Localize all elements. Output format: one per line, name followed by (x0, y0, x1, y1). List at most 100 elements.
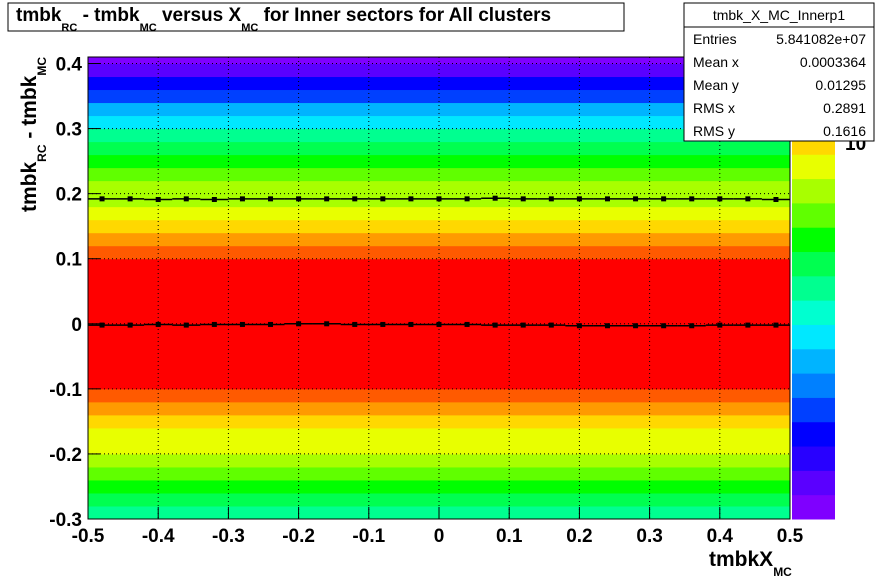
marker (296, 321, 302, 327)
marker (604, 196, 610, 202)
heatmap-cell (88, 115, 790, 130)
stats-value: 0.0003364 (800, 54, 866, 70)
x-tick-label: -0.2 (282, 526, 315, 547)
heatmap-cell (88, 453, 790, 468)
marker (717, 196, 723, 202)
heatmap-cell (88, 492, 790, 507)
marker (548, 322, 554, 328)
x-tick-label: 0.2 (566, 526, 592, 547)
chart-title: tmbkRC - tmbkMC versus XMC for Inner sec… (16, 5, 551, 34)
marker (324, 196, 330, 202)
x-tick-label: 0.5 (777, 526, 804, 547)
marker (352, 321, 358, 327)
marker (633, 323, 639, 329)
color-bar-segment (792, 397, 835, 423)
y-tick-label: 0.1 (56, 250, 83, 271)
title-box (7, 2, 625, 32)
heatmap-cell (88, 57, 790, 65)
y-tick-label: -0.2 (49, 445, 82, 466)
y-tick-label: 0 (71, 315, 82, 336)
marker (492, 195, 498, 201)
color-bar-segment (792, 154, 835, 180)
color-bar-segment (792, 275, 835, 301)
chart-title-part: - tmbk (77, 5, 140, 26)
heatmap-cell (88, 219, 790, 234)
x-tick-label: 0.3 (636, 526, 662, 547)
color-bar-segment (792, 373, 835, 398)
marker (464, 321, 470, 327)
color-bar-segment (792, 227, 835, 253)
y-tick-label: -0.1 (49, 380, 82, 401)
y-axis-label-subscript: RC (35, 144, 49, 162)
heatmap-cell (88, 245, 790, 260)
marker (268, 321, 274, 327)
stats-title: tmbk_X_MC_Innerp1 (713, 7, 846, 23)
color-bar-segment (792, 470, 835, 496)
marker (380, 321, 386, 327)
marker (773, 197, 779, 203)
marker (689, 323, 695, 329)
x-axis-label-part: tmbkX (709, 548, 773, 571)
marker (211, 197, 217, 203)
color-bar-segment (792, 446, 835, 471)
y-tick-label: 0.2 (56, 185, 82, 206)
marker (99, 196, 105, 202)
marker (548, 196, 554, 202)
marker (239, 321, 245, 327)
heatmap-cell (88, 440, 790, 455)
x-axis-label-subscript: MC (773, 565, 792, 578)
marker (380, 196, 386, 202)
chart-title-part: versus X (157, 5, 242, 26)
marker (239, 196, 245, 202)
heatmap-cell (88, 427, 790, 442)
heatmap-cell (88, 375, 790, 390)
stats-label: RMS y (693, 123, 735, 139)
stats-label: Mean x (693, 54, 739, 70)
y-axis-label-subscript: MC (35, 57, 49, 76)
marker (296, 196, 302, 202)
stats-value: 0.01295 (815, 77, 866, 93)
marker (520, 322, 526, 328)
heatmap-cell (88, 401, 790, 416)
heatmap-cell (88, 141, 790, 156)
marker (576, 196, 582, 202)
heatmap-cell (88, 297, 790, 312)
marker (604, 323, 610, 329)
x-tick-label: -0.3 (212, 526, 245, 547)
color-bar-segment (792, 178, 835, 204)
x-tick-label: 0.1 (496, 526, 523, 547)
marker (689, 196, 695, 202)
stats-value: 0.1616 (823, 123, 866, 139)
marker (492, 322, 498, 328)
color-bar-segment (792, 300, 835, 325)
marker (183, 196, 189, 202)
heatmap-cell (88, 271, 790, 286)
marker (268, 196, 274, 202)
x-axis-label: tmbkXMC (709, 548, 792, 578)
marker (436, 321, 442, 327)
marker (773, 322, 779, 328)
heatmap-cell (88, 167, 790, 182)
color-bar-segment (792, 324, 835, 350)
y-tick-label: 0.3 (56, 120, 82, 141)
marker (183, 322, 189, 328)
chart-title-subscript: MC (140, 22, 157, 34)
y-axis-label-part: - tmbk (18, 75, 41, 144)
stats-label: Entries (693, 31, 737, 47)
heatmap-cell (88, 336, 790, 351)
color-bar-segment (792, 421, 835, 447)
marker (155, 197, 161, 203)
heatmap-cell (88, 232, 790, 247)
marker (520, 196, 526, 202)
y-axis-label: tmbkRC - tmbkMC (18, 57, 49, 212)
heatmap-cell (88, 349, 790, 364)
y-tick-label: 0.4 (56, 55, 83, 76)
heatmap-cell (88, 76, 790, 91)
heatmap-cell (88, 323, 790, 338)
color-bar-segment (792, 494, 835, 520)
stats-box (683, 2, 875, 142)
heatmap-cell (88, 63, 790, 78)
marker (127, 196, 133, 202)
